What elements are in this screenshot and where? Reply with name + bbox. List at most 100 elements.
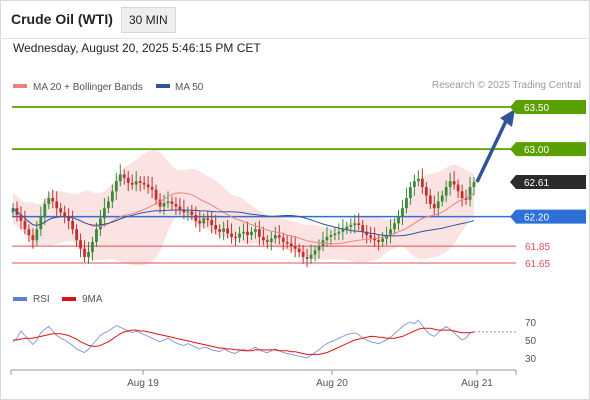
candle-body (416, 178, 420, 182)
price-tag-63.50: 63.50 (524, 103, 549, 114)
candle-body (59, 208, 63, 213)
candle-body (19, 214, 23, 221)
candle-body (412, 181, 416, 188)
x-axis: Aug 19 Aug 20 Aug 21 (10, 369, 517, 389)
candle-body (194, 214, 198, 221)
candle-body (190, 211, 194, 215)
candle-body (385, 235, 388, 239)
candle-body (377, 240, 381, 242)
candle-body (293, 246, 297, 249)
candle-body (178, 206, 182, 210)
candle-body (91, 241, 94, 253)
candle-body (130, 182, 134, 185)
candle-body (456, 184, 460, 192)
candle-body (198, 220, 202, 224)
candle-body (420, 178, 424, 188)
candle-body (242, 231, 245, 234)
timestamp: Wednesday, August 20, 2025 5:46:15 PM CE… (13, 41, 261, 55)
candle-body (401, 208, 404, 217)
bollinger-band-fill (13, 149, 474, 266)
candle-body (273, 235, 277, 239)
candle-body (166, 201, 170, 204)
candle-body (71, 220, 75, 230)
candle-body (51, 198, 55, 202)
legend-ma20-bollinger: MA 20 + Bollinger Bands (33, 82, 143, 93)
price-tag-62.20: 62.20 (524, 213, 549, 224)
candle-body (257, 229, 261, 237)
ma50-swatch (156, 84, 170, 88)
candle-body (424, 187, 428, 196)
candle-body (397, 216, 400, 224)
price-tags: 63.50 63.00 62.61 62.20 61.85 61.65 (510, 100, 586, 270)
candle-body (444, 187, 448, 196)
candle-body (126, 177, 130, 183)
candle-body (162, 203, 166, 207)
price-tag-61.85: 61.85 (525, 242, 550, 253)
candle-body (206, 218, 210, 220)
candle-body (325, 236, 329, 241)
rsi-line (12, 319, 475, 359)
candle-body (138, 181, 142, 183)
candle-body (472, 182, 476, 188)
candle-body (405, 198, 408, 209)
candle-body (349, 225, 353, 227)
candle-body (309, 254, 313, 259)
candle-body (226, 228, 230, 234)
candle-body (214, 225, 218, 230)
forecast-arrow-shaft (475, 120, 508, 183)
candle-body (218, 229, 222, 232)
candle-body (95, 229, 98, 242)
candle-body (186, 211, 190, 213)
candle-body (174, 203, 178, 207)
price-tag-bg-63.50 (510, 100, 586, 114)
candle-body (43, 203, 47, 217)
candle-body (122, 174, 126, 178)
price-tag-61.65: 61.65 (525, 259, 550, 270)
candle-body (369, 235, 373, 238)
candle-body (345, 226, 349, 230)
candle-body (118, 174, 122, 182)
moving-averages (12, 192, 475, 245)
candle-body (182, 209, 186, 213)
price-tag-63.00: 63.00 (524, 145, 549, 156)
candle-body (432, 203, 436, 209)
candle-body (289, 243, 293, 247)
candle-body (47, 198, 51, 204)
candle-body (361, 225, 365, 232)
candle-body (110, 191, 114, 202)
ma50-line (12, 207, 475, 237)
candle-body (154, 189, 158, 200)
candle-body (67, 216, 71, 221)
price-tag-62.61: 62.61 (524, 178, 549, 189)
candle-body (146, 184, 150, 188)
rsi-tick-label: 30 (525, 354, 537, 365)
timeframe-badge[interactable]: 30 MIN (121, 7, 176, 33)
candle-body (202, 218, 206, 224)
price-tag-bg-62.20 (510, 209, 586, 224)
forecast-arrow (475, 109, 515, 183)
ma20-bollinger-swatch (13, 84, 27, 88)
candle-body (39, 216, 43, 230)
candle-body (11, 208, 15, 213)
candle-body (269, 238, 273, 242)
candle-body (333, 233, 337, 236)
candle-body (87, 252, 90, 258)
price-levels (12, 106, 516, 264)
rsi-ma9-swatch (62, 297, 76, 301)
credit-text: Research © 2025 Trading Central (431, 80, 581, 91)
candle-body (365, 231, 369, 236)
candle-body (357, 223, 361, 226)
candle-body (106, 201, 110, 209)
candle-body (222, 228, 226, 232)
candle-body (464, 198, 468, 200)
candle-body (353, 223, 357, 226)
candle-body (99, 218, 102, 230)
candle-body (83, 248, 86, 258)
candle-body (246, 231, 249, 236)
forecast-arrowhead (500, 109, 515, 127)
rsi-tick-label: 50 (525, 336, 537, 347)
price-tag-bg-62.61 (510, 175, 586, 190)
candle-body (75, 229, 78, 241)
candle-body (210, 219, 214, 226)
